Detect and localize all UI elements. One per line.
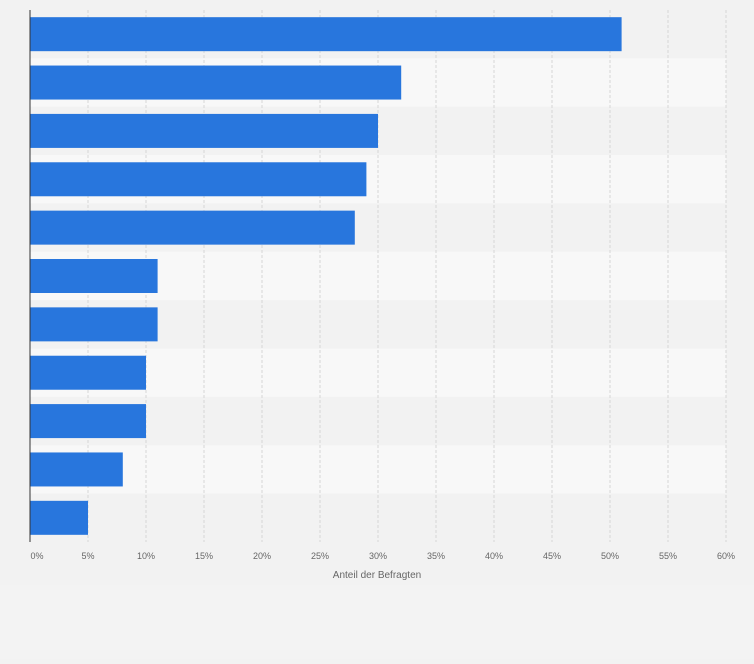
bar: [30, 307, 158, 342]
bar: [30, 113, 378, 148]
x-tick-label: 20%: [253, 551, 271, 561]
x-tick-label: 40%: [485, 551, 503, 561]
bar: [30, 500, 88, 535]
bar: [30, 355, 146, 390]
x-tick-label: 60%: [717, 551, 735, 561]
bar: [30, 17, 622, 52]
x-tick-label: 25%: [311, 551, 329, 561]
footer-band: [0, 585, 754, 659]
x-tick-label: 10%: [137, 551, 155, 561]
x-axis-title: Anteil der Befragten: [333, 570, 421, 581]
bar: [30, 404, 146, 439]
bar: [30, 210, 355, 245]
x-tick-labels: 0% 5% 10% 15% 20% 25% 30% 35% 40% 45% 50% 55% 60%: [30, 551, 735, 561]
x-tick-label: 35%: [427, 551, 445, 561]
x-tick-label: 5%: [81, 551, 94, 561]
x-tick-label: 15%: [195, 551, 213, 561]
x-tick-label: 30%: [369, 551, 387, 561]
bar: [30, 162, 367, 197]
x-tick-label: 0%: [30, 551, 43, 561]
bars: [30, 17, 622, 535]
x-tick-label: 55%: [659, 551, 677, 561]
x-tick-label: 50%: [601, 551, 619, 561]
bar: [30, 259, 158, 293]
x-tick-label: 45%: [543, 551, 561, 561]
bar: [30, 452, 123, 487]
bar: [30, 65, 402, 100]
